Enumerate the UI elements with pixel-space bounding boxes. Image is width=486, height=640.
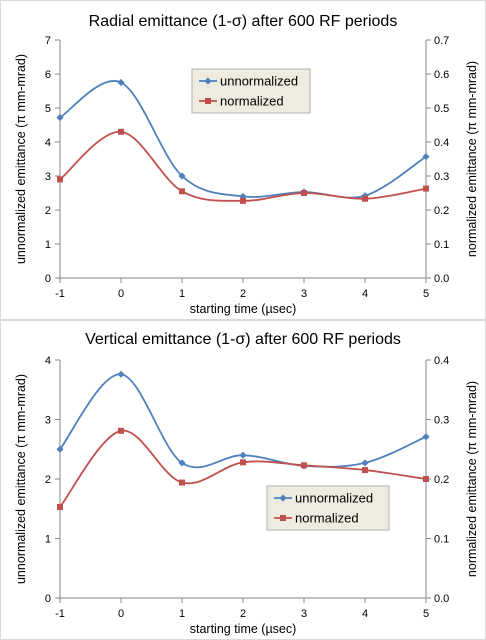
x-tick-label: 4 — [362, 288, 368, 300]
data-point-unnormalized — [361, 459, 369, 467]
legend-box — [191, 68, 311, 114]
right-tick-label: 0.6 — [434, 69, 449, 81]
left-y-axis-label: unnormalized emittance (π mm-mrad) — [14, 374, 28, 584]
data-point-normalized — [301, 190, 307, 196]
data-point-normalized — [362, 195, 368, 202]
legend: unnormalized normalized — [191, 68, 311, 114]
legend-marker — [279, 494, 287, 502]
legend-marker — [204, 77, 212, 85]
chart-frame — [0, 320, 486, 640]
data-point-normalized — [57, 503, 63, 510]
data-point-unnormalized — [117, 370, 125, 378]
data-point-normalized — [118, 128, 124, 135]
right-tick-label: 0.2 — [434, 205, 449, 217]
data-point-unnormalized — [178, 459, 186, 467]
x-tick-label: 1 — [179, 608, 185, 620]
right-y-axis-label: normalized emittance (π mm-mrad) — [465, 61, 479, 257]
left-tick-label: 3 — [45, 171, 51, 183]
x-tick-label: -1 — [55, 288, 65, 300]
x-tick-label: 3 — [301, 288, 307, 300]
left-tick-label: 4 — [45, 137, 51, 149]
chart-frame — [0, 0, 486, 320]
legend-marker — [205, 98, 211, 104]
chart-title: Vertical emittance (1-σ) after 600 RF pe… — [85, 331, 401, 348]
left-tick-label: 1 — [45, 239, 51, 251]
series-normalized — [57, 128, 429, 204]
right-tick-label: 0.4 — [434, 137, 449, 149]
x-axis-label: starting time (µsec) — [190, 622, 297, 636]
data-point-unnormalized — [422, 433, 430, 441]
legend-label: unnormalized — [220, 74, 298, 89]
x-tick-label: 5 — [423, 288, 429, 300]
left-tick-label: 4 — [45, 355, 51, 367]
vertical-emittance-chart: Vertical emittance (1-σ) after 600 RF pe… — [0, 320, 486, 640]
x-tick-label: 1 — [179, 288, 185, 300]
left-tick-label: 2 — [45, 205, 51, 217]
data-point-normalized — [423, 476, 429, 482]
right-tick-label: 0.0 — [434, 593, 449, 605]
x-tick-label: 4 — [362, 608, 368, 620]
data-point-normalized — [118, 427, 124, 434]
data-point-unnormalized — [239, 451, 247, 459]
legend-label: normalized — [295, 511, 359, 526]
x-tick-label: 2 — [240, 288, 246, 300]
legend-box — [266, 485, 390, 531]
data-point-normalized — [423, 185, 429, 192]
x-axis-label: starting time (µsec) — [190, 302, 297, 316]
right-tick-label: 0.5 — [434, 103, 449, 115]
right-tick-label: 0.4 — [434, 355, 449, 367]
data-point-normalized — [240, 459, 246, 466]
right-tick-label: 0.7 — [434, 35, 449, 47]
right-tick-label: 0.2 — [434, 474, 449, 486]
data-point-normalized — [362, 467, 368, 474]
right-tick-label: 0.1 — [434, 534, 449, 546]
right-tick-label: 0.3 — [434, 415, 449, 427]
data-point-unnormalized — [178, 172, 186, 180]
left-tick-label: 0 — [45, 593, 51, 605]
right-tick-label: 0.3 — [434, 171, 449, 183]
left-tick-label: 2 — [45, 474, 51, 486]
left-tick-label: 1 — [45, 534, 51, 546]
right-tick-label: 0.1 — [434, 239, 449, 251]
x-tick-label: 0 — [118, 608, 124, 620]
legend-marker — [280, 515, 286, 521]
data-point-unnormalized — [117, 78, 125, 87]
data-point-unnormalized — [422, 153, 430, 161]
data-point-normalized — [301, 462, 307, 469]
series-normalized — [57, 427, 429, 510]
left-y-axis-label: unnormalized emittance (π mm-mrad) — [14, 54, 28, 264]
chart-title: Radial emittance (1-σ) after 600 RF peri… — [89, 13, 398, 30]
x-tick-label: 0 — [118, 288, 124, 300]
right-tick-label: 0.0 — [434, 273, 449, 285]
left-tick-label: 7 — [45, 35, 51, 47]
right-y-axis-label: normalized emittance (π mm-mrad) — [465, 381, 479, 577]
left-tick-label: 5 — [45, 103, 51, 115]
series-unnormalized — [56, 370, 430, 470]
x-tick-label: -1 — [55, 608, 65, 620]
x-tick-label: 2 — [240, 608, 246, 620]
left-tick-label: 0 — [45, 273, 51, 285]
legend-label: unnormalized — [295, 491, 373, 506]
legend: unnormalized normalized — [266, 485, 390, 531]
radial-emittance-chart: Radial emittance (1-σ) after 600 RF peri… — [0, 0, 486, 320]
data-point-normalized — [179, 188, 185, 195]
data-point-normalized — [57, 176, 63, 183]
data-point-normalized — [240, 197, 246, 204]
legend-label: normalized — [220, 94, 284, 109]
left-tick-label: 6 — [45, 69, 51, 81]
x-tick-label: 5 — [423, 608, 429, 620]
left-tick-label: 3 — [45, 415, 51, 427]
x-tick-label: 3 — [301, 608, 307, 620]
data-point-unnormalized — [56, 113, 64, 122]
data-point-unnormalized — [56, 445, 64, 453]
data-point-normalized — [179, 479, 185, 486]
